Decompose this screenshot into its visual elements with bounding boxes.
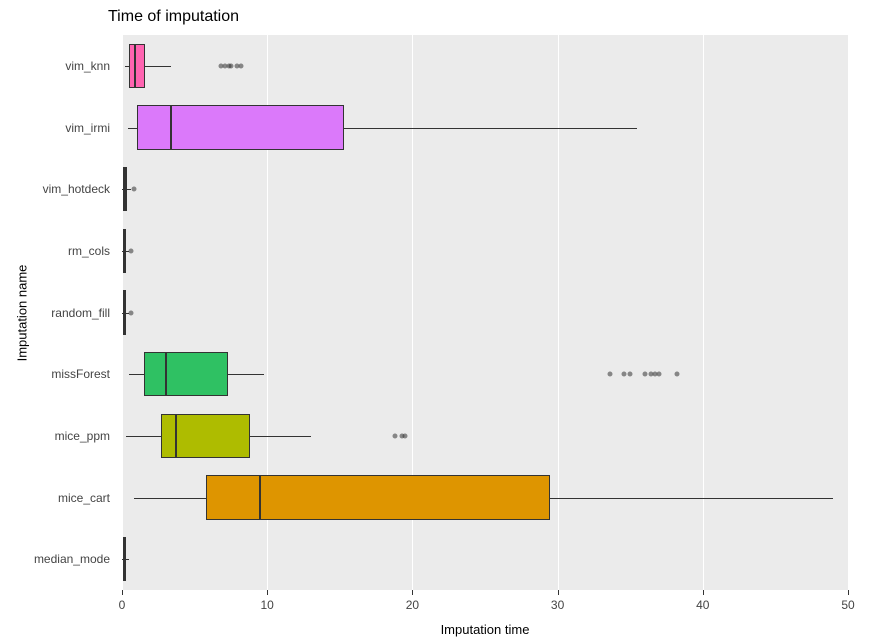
box [206, 475, 550, 519]
x-tick-mark [558, 590, 559, 595]
x-tick-label: 50 [841, 598, 854, 612]
whisker [134, 498, 207, 499]
median-line [124, 167, 126, 211]
whisker [145, 66, 171, 67]
median-line [123, 537, 125, 581]
y-tick-label: mice_ppm [0, 429, 110, 443]
y-tick-label: rm_cols [0, 244, 110, 258]
y-tick-label: median_mode [0, 552, 110, 566]
outlier-point [128, 248, 133, 253]
whisker [344, 128, 637, 129]
chart-title: Time of imputation [108, 8, 239, 26]
x-tick-mark [848, 590, 849, 595]
y-tick-label: vim_knn [0, 59, 110, 73]
outlier-point [607, 372, 612, 377]
gridline [848, 35, 849, 590]
outlier-point [129, 310, 134, 315]
median-line [134, 44, 136, 88]
whisker [129, 374, 144, 375]
whisker [126, 559, 129, 560]
outlier-point [642, 372, 647, 377]
median-line [165, 352, 167, 396]
y-tick-label: vim_irmi [0, 121, 110, 135]
x-axis-label: Imputation time [441, 622, 530, 637]
outlier-point [657, 372, 662, 377]
median-line [170, 105, 172, 149]
outlier-point [392, 433, 397, 438]
x-tick-mark [703, 590, 704, 595]
box [129, 44, 145, 88]
whisker [250, 436, 311, 437]
outlier-point [403, 433, 408, 438]
x-tick-mark [267, 590, 268, 595]
gridline [703, 35, 704, 590]
y-tick-label: mice_cart [0, 491, 110, 505]
outlier-point [228, 63, 233, 68]
outlier-point [131, 187, 136, 192]
y-tick-label: missForest [0, 367, 110, 381]
y-tick-label: random_fill [0, 306, 110, 320]
median-line [175, 414, 177, 458]
boxplot-chart: Time of imputation Imputation time Imput… [0, 0, 870, 642]
median-line [123, 290, 125, 334]
x-tick-label: 0 [119, 598, 126, 612]
outlier-point [239, 63, 244, 68]
x-tick-mark [412, 590, 413, 595]
x-tick-mark [122, 590, 123, 595]
x-tick-label: 10 [261, 598, 274, 612]
plot-panel [122, 35, 848, 590]
whisker [128, 128, 137, 129]
box [144, 352, 228, 396]
outlier-point [674, 372, 679, 377]
x-tick-label: 30 [551, 598, 564, 612]
gridline [558, 35, 559, 590]
whisker [126, 436, 161, 437]
whisker [550, 498, 833, 499]
x-tick-label: 20 [406, 598, 419, 612]
x-tick-label: 40 [696, 598, 709, 612]
median-line [123, 229, 125, 273]
whisker [228, 374, 264, 375]
outlier-point [622, 372, 627, 377]
y-tick-label: vim_hotdeck [0, 182, 110, 196]
outlier-point [628, 372, 633, 377]
median-line [259, 475, 261, 519]
box [137, 105, 345, 149]
